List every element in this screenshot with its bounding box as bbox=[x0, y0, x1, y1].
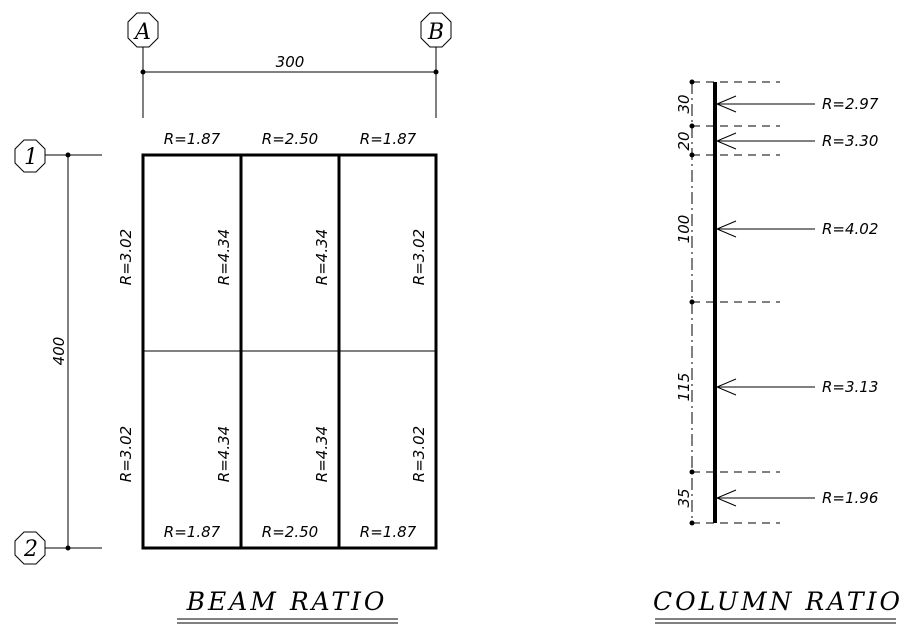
beam-ratio-upper-2: R=4.34 bbox=[215, 229, 233, 285]
dimension-span-y: 400 bbox=[45, 152, 102, 551]
beam-ratio-lower-3: R=4.34 bbox=[313, 426, 331, 482]
axis-bubble-2: 2 bbox=[14, 531, 46, 565]
beam-ratio-lower-2: R=4.34 bbox=[215, 426, 233, 482]
axis-label-2: 2 bbox=[23, 537, 38, 562]
column-ratio-5: R=1.96 bbox=[822, 489, 878, 507]
column-segment-3: 100 bbox=[675, 215, 693, 244]
column-ratio-1: R=2.97 bbox=[822, 95, 879, 113]
beam-ratio-upper-1: R=3.02 bbox=[117, 229, 135, 285]
axis-label-b: B bbox=[427, 20, 444, 45]
dimension-label-x: 300 bbox=[276, 53, 305, 71]
beam-ratio-bottom-3: R=1.87 bbox=[360, 523, 417, 541]
beam-ratio-lower-4: R=3.02 bbox=[410, 426, 428, 482]
axis-bubble-1: 1 bbox=[14, 139, 46, 173]
beam-frame bbox=[141, 153, 438, 550]
axis-label-a: A bbox=[133, 20, 151, 45]
column-ratio-2: R=3.30 bbox=[822, 132, 878, 150]
column-segment-1: 30 bbox=[675, 94, 693, 113]
column-ratio-arrow-2 bbox=[715, 132, 815, 150]
beam-ratio-upper-3: R=4.34 bbox=[313, 229, 331, 285]
column-segment-2: 20 bbox=[675, 131, 693, 150]
column-profile: 30 20 100 115 35 R=2.97 R=3.30 R=4.02 bbox=[653, 79, 900, 624]
dimension-label-y: 400 bbox=[50, 337, 68, 366]
column-ratio-4: R=3.13 bbox=[822, 378, 878, 396]
beam-ratio-bottom-1: R=1.87 bbox=[164, 523, 221, 541]
column-segment-4: 115 bbox=[675, 373, 693, 402]
column-ratio-arrow-3 bbox=[715, 220, 815, 238]
beam-ratio-title: BEAM RATIO bbox=[186, 587, 388, 616]
axis-bubble-a: A bbox=[127, 12, 159, 48]
column-ratio-3: R=4.02 bbox=[822, 220, 878, 238]
column-ratio-title: COLUMN RATIO bbox=[653, 587, 900, 616]
beam-ratio-bottom-2: R=2.50 bbox=[262, 523, 318, 541]
beam-ratio-lower-1: R=3.02 bbox=[117, 426, 135, 482]
dimension-span-x: 300 bbox=[140, 47, 439, 118]
column-ratio-arrow-1 bbox=[715, 95, 815, 113]
axis-bubble-b: B bbox=[420, 12, 452, 48]
column-ratio-arrow-4 bbox=[715, 378, 815, 396]
beam-ratio-top-1: R=1.87 bbox=[164, 130, 221, 148]
column-ratio-arrow-5 bbox=[715, 489, 815, 507]
beam-ratio-top-3: R=1.87 bbox=[360, 130, 417, 148]
beam-ratio-upper-4: R=3.02 bbox=[410, 229, 428, 285]
axis-label-1: 1 bbox=[24, 145, 38, 170]
beam-ratio-top-2: R=2.50 bbox=[262, 130, 318, 148]
column-segment-5: 35 bbox=[675, 488, 693, 507]
beam-plan: A B 1 2 300 bbox=[14, 12, 452, 624]
